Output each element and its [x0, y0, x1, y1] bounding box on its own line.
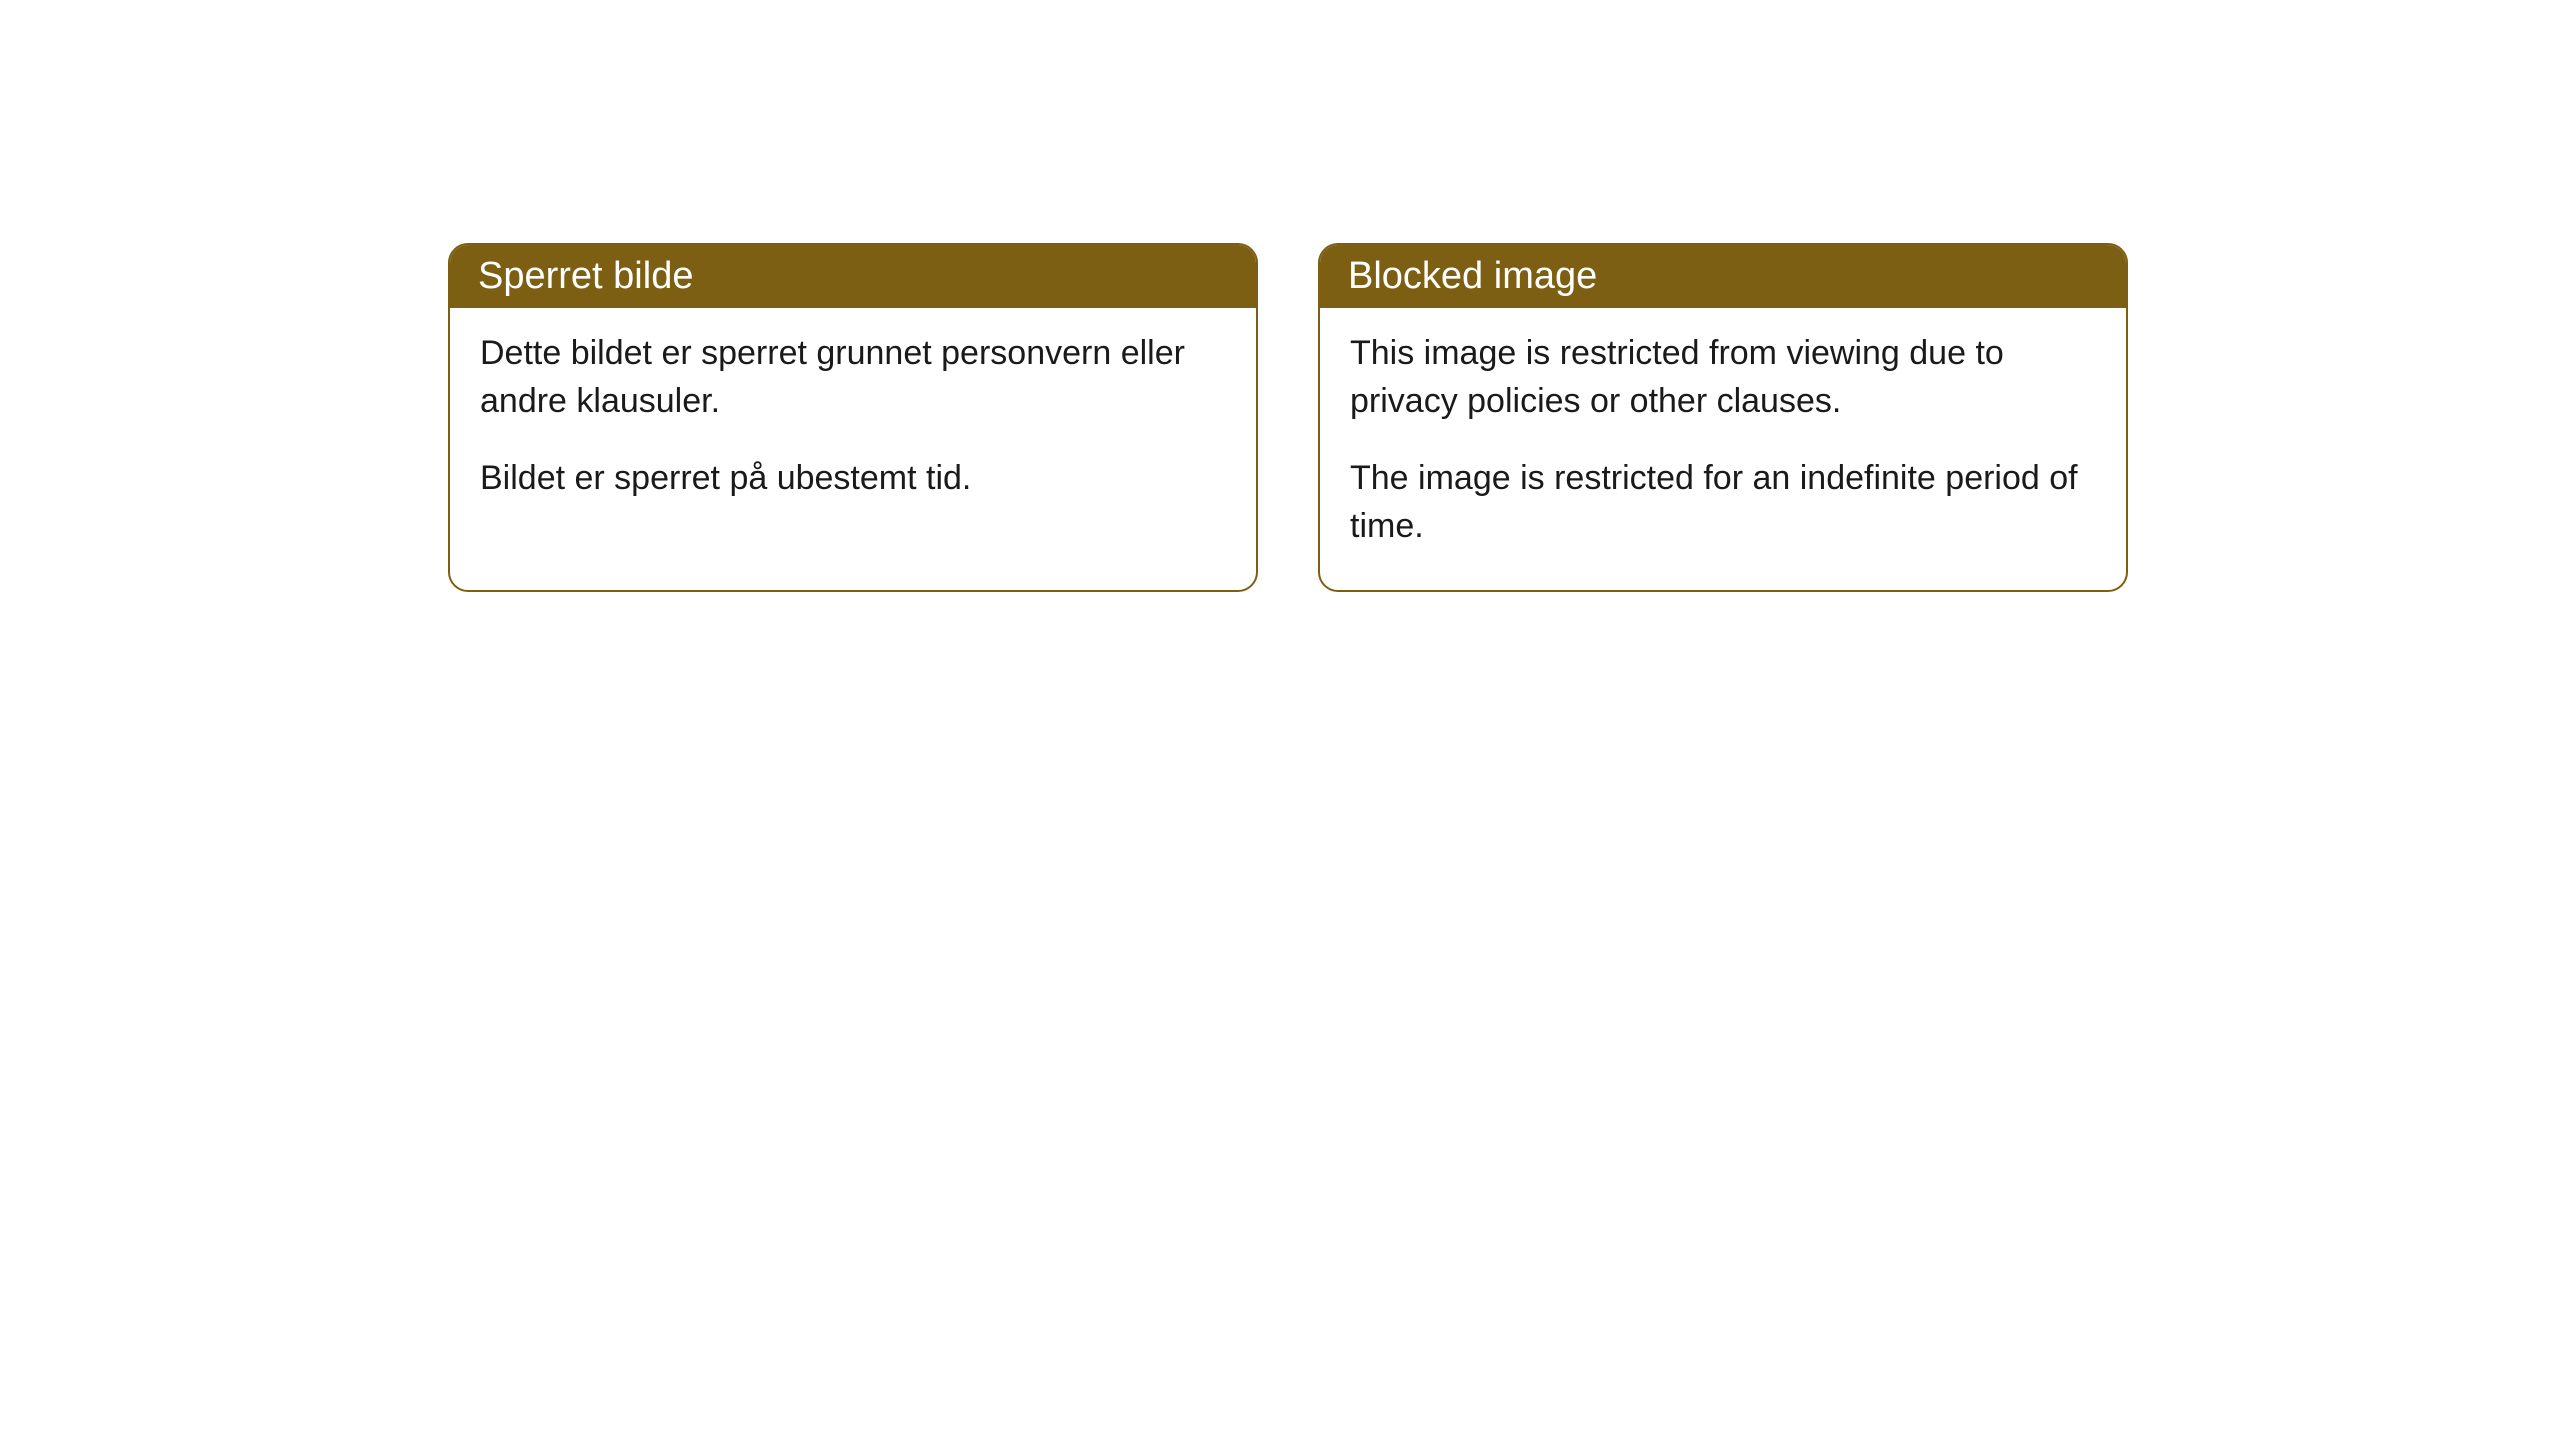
card-body-english: This image is restricted from viewing du…	[1320, 308, 2126, 590]
card-paragraph: Bildet er sperret på ubestemt tid.	[480, 455, 1226, 503]
card-header-english: Blocked image	[1320, 245, 2126, 308]
card-title: Sperret bilde	[478, 255, 693, 297]
notice-card-norwegian: Sperret bilde Dette bildet er sperret gr…	[448, 243, 1258, 592]
notice-card-english: Blocked image This image is restricted f…	[1318, 243, 2128, 592]
card-paragraph: The image is restricted for an indefinit…	[1350, 455, 2096, 550]
card-body-norwegian: Dette bildet er sperret grunnet personve…	[450, 308, 1256, 543]
card-paragraph: Dette bildet er sperret grunnet personve…	[480, 330, 1226, 425]
card-title: Blocked image	[1348, 255, 1597, 297]
notice-container: Sperret bilde Dette bildet er sperret gr…	[448, 243, 2128, 592]
card-paragraph: This image is restricted from viewing du…	[1350, 330, 2096, 425]
card-header-norwegian: Sperret bilde	[450, 245, 1256, 308]
